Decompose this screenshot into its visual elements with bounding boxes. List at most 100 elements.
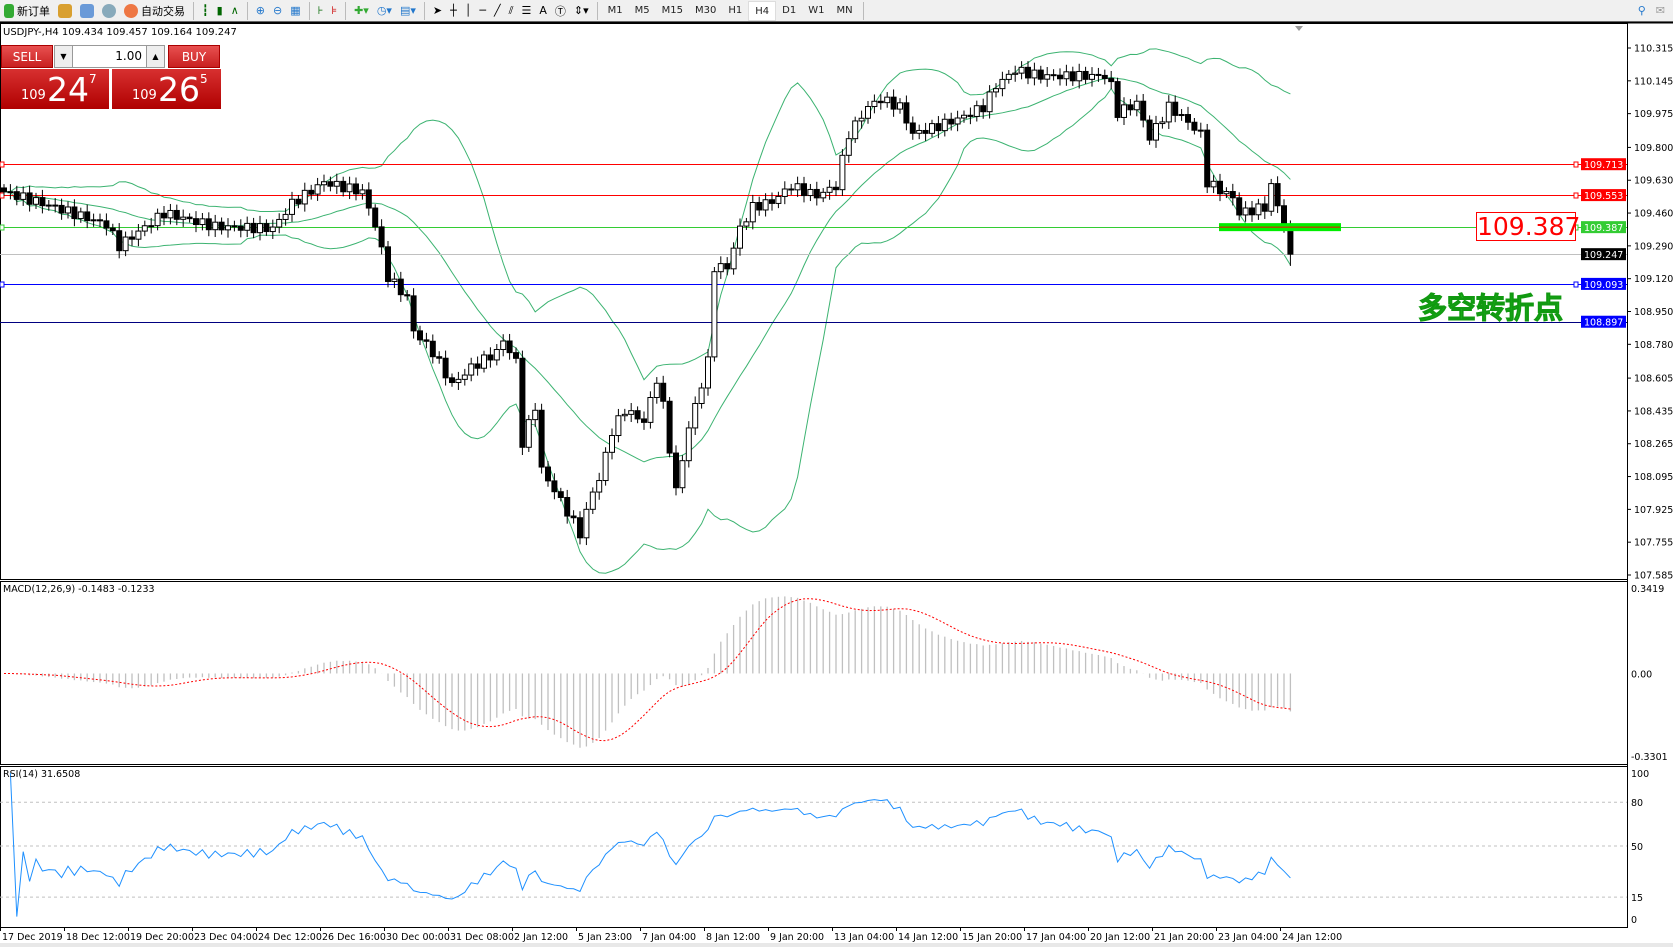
zoom-in-button[interactable]: ⊕ bbox=[252, 1, 269, 21]
candle bbox=[628, 403, 635, 423]
timeframe-m30[interactable]: M30 bbox=[695, 4, 717, 16]
candle bbox=[1242, 201, 1249, 222]
buy-button[interactable]: BUY bbox=[168, 45, 220, 68]
bull-candle-body bbox=[77, 211, 84, 220]
rsi-tick-label: 80 bbox=[1631, 798, 1643, 809]
timeframe-m1[interactable]: M1 bbox=[607, 4, 623, 16]
navigator-button[interactable] bbox=[76, 1, 98, 21]
candle bbox=[1210, 175, 1217, 194]
bar-chart-button[interactable]: ┇ bbox=[198, 1, 213, 21]
bull-candle-body bbox=[148, 225, 155, 228]
text-label-button[interactable]: Ⓣ bbox=[551, 1, 570, 21]
bear-candle-body bbox=[922, 129, 929, 134]
bear-candle-body bbox=[449, 377, 455, 384]
candle bbox=[237, 219, 244, 238]
bear-candle-body bbox=[13, 191, 20, 200]
candle bbox=[1037, 65, 1044, 84]
lot-value[interactable]: 1.00 bbox=[115, 49, 142, 63]
periods-button[interactable]: ◷▾ bbox=[373, 1, 396, 21]
candle bbox=[1133, 94, 1140, 117]
bear-candle-body bbox=[1025, 66, 1031, 79]
lot-increase-button[interactable]: ▲ bbox=[146, 46, 164, 67]
sell-button[interactable]: SELL bbox=[1, 45, 53, 68]
auto-trading-button[interactable]: 自动交易 bbox=[120, 1, 189, 21]
bear-candle-body bbox=[877, 100, 884, 104]
bear-candle-body bbox=[474, 363, 481, 369]
bull-candle-body bbox=[685, 427, 692, 462]
time-label: 23 Dec 04:00 bbox=[194, 932, 258, 943]
candle bbox=[1204, 123, 1211, 194]
arrows-button[interactable]: ⇕▾ bbox=[570, 1, 593, 21]
lot-size-input[interactable]: ▼ 1.00 ▲ bbox=[54, 45, 165, 68]
candle bbox=[513, 347, 519, 364]
indicators-button[interactable]: ✚▾ bbox=[350, 1, 373, 21]
fibonacci-icon: ⫽ bbox=[508, 3, 514, 17]
line-handle bbox=[1573, 281, 1579, 288]
time-label: 24 Jan 12:00 bbox=[1282, 932, 1342, 943]
line-chart-button[interactable]: ∧ bbox=[227, 1, 243, 21]
bull-candle-body bbox=[929, 123, 935, 134]
candle bbox=[167, 203, 174, 225]
horizontal-line-button[interactable]: ─ bbox=[475, 1, 490, 21]
bear-candle-body bbox=[577, 517, 583, 539]
timeframe-m15[interactable]: M15 bbox=[661, 4, 683, 16]
one-click-trading-panel: SELL ▼ 1.00 ▲ BUY 109 24 7 109 26 5 bbox=[1, 45, 221, 109]
lot-decrease-button[interactable]: ▼ bbox=[55, 46, 73, 67]
bid-price[interactable]: 109 24 7 bbox=[1, 69, 109, 109]
candle bbox=[1025, 61, 1031, 85]
vertical-line-button[interactable]: │ bbox=[461, 1, 476, 21]
bull-candle-body bbox=[65, 206, 71, 214]
price-tick-label: 110.145 bbox=[1634, 76, 1673, 87]
timeframe-d1[interactable]: D1 bbox=[782, 4, 797, 16]
candle bbox=[1018, 61, 1025, 80]
macd-tick-label: 0.3419 bbox=[1631, 584, 1664, 595]
market-watch-button[interactable] bbox=[54, 1, 76, 21]
chart-shift-button[interactable]: ⊦ bbox=[314, 1, 328, 21]
timeframe-h4[interactable]: H4 bbox=[748, 0, 777, 21]
new-order-button[interactable]: 新订单 bbox=[0, 1, 54, 21]
bear-candle-body bbox=[948, 118, 955, 125]
templates-button[interactable]: ▤▾ bbox=[396, 1, 420, 21]
timeframe-w1[interactable]: W1 bbox=[808, 4, 825, 16]
timeframe-h1[interactable]: H1 bbox=[728, 4, 743, 16]
zoom-out-button[interactable]: ⊖ bbox=[269, 1, 286, 21]
fibo-fan-button[interactable]: ☰ bbox=[517, 1, 535, 21]
trendline-button[interactable]: ╱ bbox=[490, 1, 505, 21]
search-icon[interactable]: ⚲ bbox=[1637, 4, 1646, 17]
bear-candle-body bbox=[193, 218, 199, 226]
ask-price[interactable]: 109 26 5 bbox=[112, 69, 221, 109]
window-frame-2 bbox=[0, 766, 1628, 928]
candle bbox=[129, 230, 135, 246]
text-button[interactable]: A bbox=[535, 1, 551, 21]
candle bbox=[1, 184, 7, 196]
bear-candle-body bbox=[813, 188, 820, 199]
candlestick-button[interactable]: ▮ bbox=[213, 1, 227, 21]
price-line-label-bg bbox=[1581, 277, 1626, 290]
bull-candle-body bbox=[225, 225, 231, 231]
candle bbox=[52, 198, 59, 213]
chat-icon[interactable]: ✉ bbox=[1655, 4, 1665, 17]
autoscroll-button[interactable]: ⊧ bbox=[327, 1, 341, 21]
timeframe-m5[interactable]: M5 bbox=[634, 4, 650, 16]
cursor-button[interactable]: ➤ bbox=[429, 1, 446, 21]
price-tick-label: 107.585 bbox=[1634, 571, 1673, 582]
bull-candle-body bbox=[461, 374, 468, 380]
bull-candle-body bbox=[692, 402, 699, 429]
signals-button[interactable] bbox=[98, 1, 120, 21]
fibonacci-button[interactable]: ⫽ bbox=[505, 1, 518, 21]
tile-windows-button[interactable]: ▦ bbox=[286, 1, 304, 21]
timeframe-mn[interactable]: MN bbox=[836, 4, 853, 16]
bear-candle-body bbox=[833, 186, 839, 191]
crosshair-button[interactable]: ┼ bbox=[446, 1, 461, 21]
bar-chart-icon: ┇ bbox=[202, 4, 209, 17]
pivot-text-label[interactable]: 多空转折点 bbox=[1417, 291, 1564, 326]
bull-candle-body bbox=[993, 88, 999, 93]
candle bbox=[1217, 173, 1223, 202]
bull-candle-body bbox=[609, 435, 615, 453]
bull-candle-body bbox=[845, 138, 852, 156]
candle bbox=[916, 124, 923, 140]
candle bbox=[269, 219, 276, 239]
bull-candle-body bbox=[698, 387, 705, 404]
pivot-price-label[interactable]: 109.387 bbox=[1476, 212, 1581, 241]
